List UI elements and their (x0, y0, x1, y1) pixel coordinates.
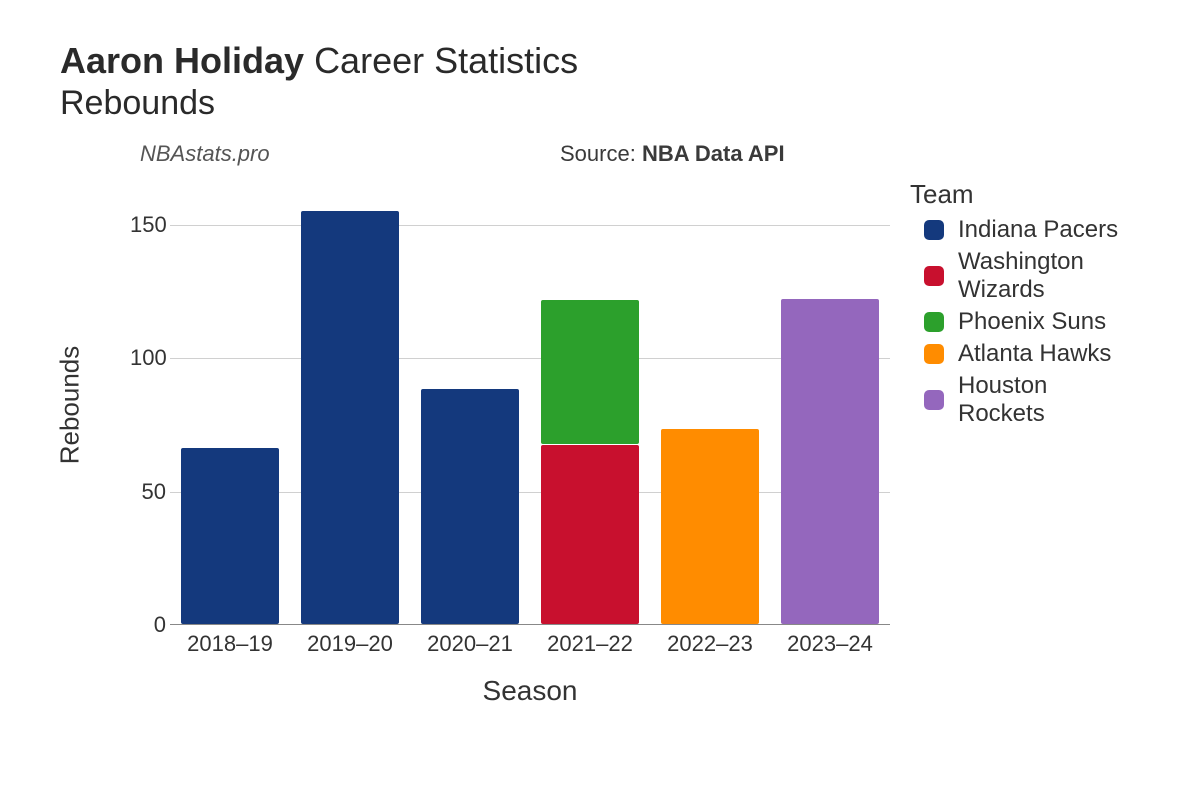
x-tick-label: 2022–23 (667, 631, 753, 657)
meta-row: NBAstats.pro Source: NBA Data API (140, 141, 1160, 169)
y-tick-label: 0 (130, 612, 166, 638)
bar (541, 184, 639, 624)
legend-label: Indiana Pacers (958, 216, 1118, 244)
bar (421, 184, 519, 624)
bar-segment (781, 299, 879, 624)
legend-item: Phoenix Suns (924, 308, 1140, 336)
bar-segment (421, 389, 519, 624)
legend-swatch (924, 266, 944, 286)
bar (301, 184, 399, 624)
legend-swatch (924, 312, 944, 332)
legend-swatch (924, 220, 944, 240)
chart-title: Aaron Holiday Career Statistics (60, 40, 1160, 82)
legend-swatch (924, 344, 944, 364)
chart-container: Aaron Holiday Career Statistics Rebounds… (60, 40, 1160, 735)
plot-region (170, 185, 890, 625)
y-tick-label: 150 (130, 212, 166, 238)
site-credit: NBAstats.pro (140, 141, 270, 167)
legend-label: Atlanta Hawks (958, 340, 1111, 368)
y-tick-label: 100 (130, 345, 166, 371)
y-tick-label: 50 (130, 479, 166, 505)
legend-item: Indiana Pacers (924, 216, 1140, 244)
x-tick-label: 2018–19 (187, 631, 273, 657)
bar-segment (301, 211, 399, 624)
legend-label: Phoenix Suns (958, 308, 1106, 336)
chart-area: Rebounds Season Team Indiana PacersWashi… (60, 175, 1140, 735)
bar (181, 184, 279, 624)
bar-segment (661, 429, 759, 624)
bar (661, 184, 759, 624)
x-tick-label: 2023–24 (787, 631, 873, 657)
legend-item: Atlanta Hawks (924, 340, 1140, 368)
legend-label: Washington Wizards (958, 248, 1140, 304)
legend-label: Houston Rockets (958, 372, 1140, 428)
title-suffix: Career Statistics (314, 40, 578, 81)
legend: Team Indiana Pacers Washington Wizards Pho… (910, 179, 1140, 432)
chart-subtitle: Rebounds (60, 84, 1160, 123)
source-credit: Source: NBA Data API (560, 141, 785, 167)
source-name: NBA Data API (642, 141, 785, 166)
x-tick-label: 2020–21 (427, 631, 513, 657)
legend-swatch (924, 390, 944, 410)
player-name: Aaron Holiday (60, 40, 304, 81)
x-tick-label: 2019–20 (307, 631, 393, 657)
bar-segment (541, 445, 639, 624)
x-tick-label: 2021–22 (547, 631, 633, 657)
y-axis-label: Rebounds (55, 346, 86, 465)
bar (781, 184, 879, 624)
legend-item: Washington Wizards (924, 248, 1140, 304)
source-prefix: Source: (560, 141, 642, 166)
bar-segment (181, 448, 279, 624)
legend-title: Team (910, 179, 1140, 210)
bar-segment (541, 300, 639, 444)
x-axis-label: Season (170, 675, 890, 707)
legend-item: Houston Rockets (924, 372, 1140, 428)
